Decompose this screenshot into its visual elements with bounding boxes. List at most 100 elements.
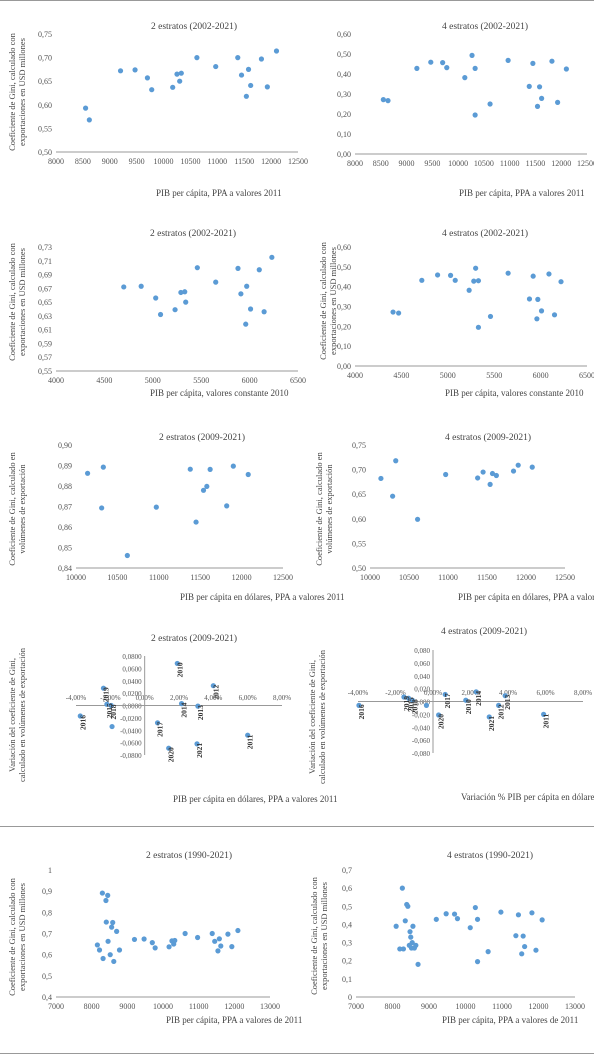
data-point-1 — [505, 57, 511, 64]
y-tick-label-3: 0,60 — [337, 243, 351, 252]
data-point-1 — [549, 58, 555, 64]
y-tick-label-0: 0,55 — [38, 124, 52, 133]
year-label-7: 2015 — [407, 697, 416, 712]
x-tick-label-3: 4500 — [393, 371, 409, 380]
data-point-9 — [485, 949, 491, 955]
data-point-3 — [471, 278, 477, 284]
x-tick-label-1: 11500 — [526, 159, 546, 168]
data-point-0 — [235, 55, 241, 61]
y-axis-label-8: exportaciones en USD millones — [17, 883, 27, 991]
y-axis-label-0: exportaciones en USD millones — [17, 38, 27, 146]
y-tick-label-2: 0,61 — [38, 326, 52, 335]
y-tick-label-7: -0,060 — [412, 737, 431, 745]
data-point-1 — [563, 66, 569, 72]
data-point-4 — [84, 470, 91, 476]
data-point-0 — [258, 56, 265, 62]
year-label-6: 2015 — [105, 703, 114, 718]
y-tick-label-7: 0,060 — [414, 660, 430, 668]
data-point-9 — [515, 912, 522, 918]
data-point-9 — [474, 959, 481, 965]
data-point-1 — [526, 83, 532, 89]
y-axis-label-4: Coeficiente de Gini, calculado en — [7, 451, 17, 565]
data-point-2 — [256, 267, 262, 273]
y-tick-label-9: 0,4 — [342, 920, 352, 929]
data-point-7 — [496, 702, 502, 708]
data-point-3 — [434, 272, 441, 278]
data-point-2 — [235, 265, 241, 271]
data-point-5 — [529, 464, 535, 470]
x-tick-label-8: 11000 — [189, 1002, 209, 1011]
y-tick-label-8: 0,6 — [42, 951, 52, 960]
chart-title-5: 4 estratos (2009-2021) — [445, 432, 531, 443]
y-tick-label-3: 0,00 — [337, 362, 351, 371]
data-point-9 — [407, 929, 413, 935]
y-tick-label-8: 0,5 — [42, 972, 52, 981]
data-point-0 — [245, 66, 252, 72]
data-point-2 — [157, 311, 164, 318]
data-point-8 — [218, 943, 224, 949]
data-point-0 — [177, 78, 183, 84]
x-tick-label-4: 12000 — [232, 573, 252, 582]
year-label-7: 2010 — [464, 699, 473, 714]
data-point-8 — [172, 937, 178, 944]
x-tick-label-4: 10500 — [107, 573, 127, 582]
data-point-0 — [213, 63, 219, 70]
data-point-4 — [245, 471, 251, 478]
data-point-2 — [138, 283, 144, 289]
data-point-1 — [530, 60, 536, 66]
y-axis-label-6: Variación del coeficiente de Gini, — [7, 658, 17, 772]
year-label-6: 2021 — [195, 743, 204, 758]
data-point-1 — [414, 65, 420, 71]
data-point-9 — [443, 911, 449, 917]
data-point-0 — [149, 87, 155, 93]
data-point-8 — [110, 919, 116, 926]
data-point-2 — [121, 284, 127, 290]
chart-title-3: 4 estratos (2002-2021) — [442, 228, 528, 239]
year-label-6: 2020 — [167, 747, 176, 762]
y-tick-label-0: 0,60 — [38, 101, 52, 110]
data-point-0 — [170, 84, 176, 90]
x-tick-label-9: 10000 — [456, 1002, 476, 1011]
data-point-7 — [423, 702, 430, 708]
y-tick-label-8: 0,4 — [42, 993, 52, 1002]
data-point-1 — [380, 97, 386, 103]
data-point-9 — [402, 918, 408, 924]
y-tick-label-6: 0,0200 — [122, 690, 142, 698]
x-tick-label-0: 9000 — [102, 157, 118, 166]
year-label-6: 2017 — [156, 722, 165, 737]
year-label-7: 2016 — [357, 704, 366, 719]
data-point-3 — [534, 316, 540, 322]
x-tick-label-7: -2,00% — [385, 689, 406, 697]
year-label-6: 2016 — [78, 715, 87, 730]
y-axis-label-5: volúmenes de exportación — [324, 464, 334, 554]
y-tick-label-0: 0,65 — [38, 77, 52, 86]
data-point-6 — [194, 741, 200, 747]
y-tick-label-0: 0,70 — [38, 54, 52, 63]
x-tick-label-6: -2,00% — [100, 694, 121, 702]
data-point-9 — [467, 925, 473, 931]
data-point-5 — [378, 475, 384, 482]
x-tick-label-8: 10000 — [153, 1002, 173, 1011]
data-point-4 — [200, 487, 207, 493]
x-tick-label-8: 7000 — [48, 1002, 64, 1011]
x-tick-label-0: 11500 — [234, 157, 254, 166]
y-tick-label-3: 0,10 — [337, 342, 351, 351]
data-point-2 — [243, 321, 249, 327]
x-tick-label-0: 10000 — [154, 157, 174, 166]
data-point-0 — [238, 72, 245, 78]
y-tick-label-7: 0,040 — [414, 673, 430, 681]
y-tick-label-2: 0,69 — [38, 271, 52, 280]
year-label-6: 2010 — [175, 662, 184, 677]
data-point-9 — [529, 910, 535, 916]
data-point-6 — [166, 745, 172, 751]
y-tick-label-9: 0,5 — [342, 902, 352, 911]
x-tick-label-3: 6500 — [579, 371, 594, 380]
data-point-4 — [230, 463, 236, 469]
data-point-3 — [487, 313, 494, 320]
x-tick-label-9: 9000 — [421, 1002, 437, 1011]
x-tick-label-0: 10500 — [180, 157, 200, 166]
y-tick-label-2: 0,59 — [38, 339, 52, 348]
data-point-3 — [535, 296, 541, 302]
chart-title-6: 2 estratos (2009-2021) — [151, 633, 237, 644]
y-tick-label-6: 0,0400 — [122, 678, 142, 686]
